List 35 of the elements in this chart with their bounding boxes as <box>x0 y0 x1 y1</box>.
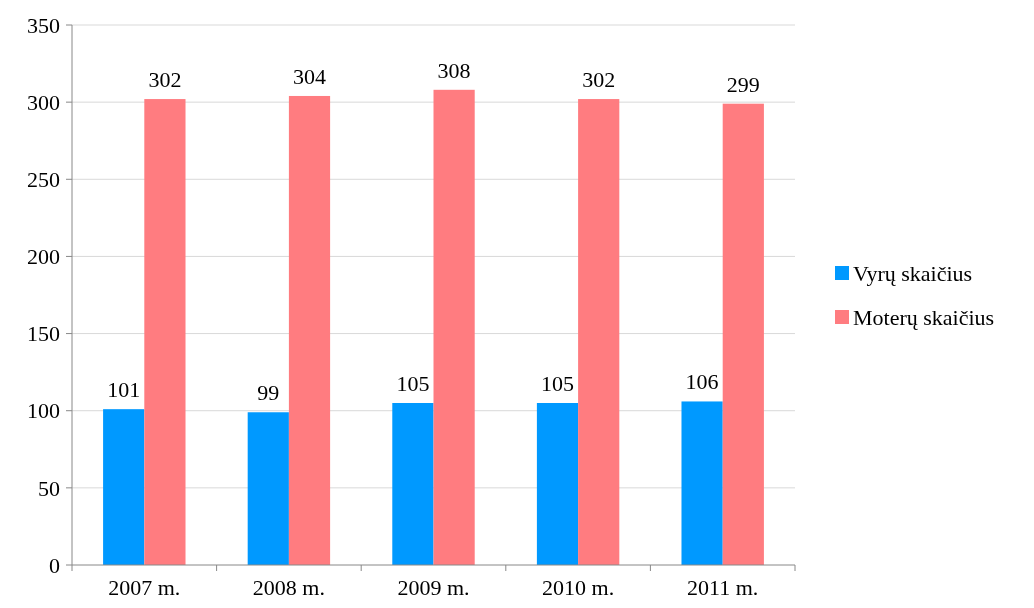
y-tick-label: 150 <box>27 321 60 347</box>
bar <box>288 95 331 565</box>
legend-label: Moterų skaičius <box>853 304 995 330</box>
data-label: 304 <box>293 63 327 89</box>
y-tick-label: 100 <box>27 398 60 424</box>
x-tick-label: 2011 m. <box>687 575 759 600</box>
bar <box>247 412 289 565</box>
x-tick-label: 2007 m. <box>108 575 181 600</box>
y-tick-label: 250 <box>27 166 60 192</box>
bar <box>144 99 186 565</box>
y-tick-label: 0 <box>49 552 60 578</box>
data-label: 302 <box>148 67 182 93</box>
x-tick-label: 2010 m. <box>542 575 615 600</box>
legend-label: Vyrų skaičius <box>853 260 973 286</box>
y-tick-label: 50 <box>38 475 60 501</box>
bar <box>722 103 764 565</box>
bar <box>392 403 434 565</box>
x-tick-label: 2008 m. <box>252 575 325 600</box>
data-label: 308 <box>437 57 471 83</box>
data-label: 105 <box>396 371 430 396</box>
data-label: 299 <box>726 71 760 97</box>
data-label: 101 <box>107 377 141 403</box>
y-tick-label: 300 <box>27 89 60 115</box>
data-label: 106 <box>685 369 719 395</box>
x-tick-label: 2009 m. <box>397 575 470 600</box>
y-tick-label: 200 <box>27 244 60 270</box>
bar <box>681 401 723 565</box>
bar <box>536 403 579 565</box>
data-label: 302 <box>582 67 616 93</box>
data-label: 105 <box>540 371 574 396</box>
bar <box>103 409 145 565</box>
data-label: 99 <box>257 380 280 406</box>
bar <box>433 89 475 565</box>
bar <box>578 99 620 565</box>
y-tick-label: 350 <box>27 12 60 38</box>
